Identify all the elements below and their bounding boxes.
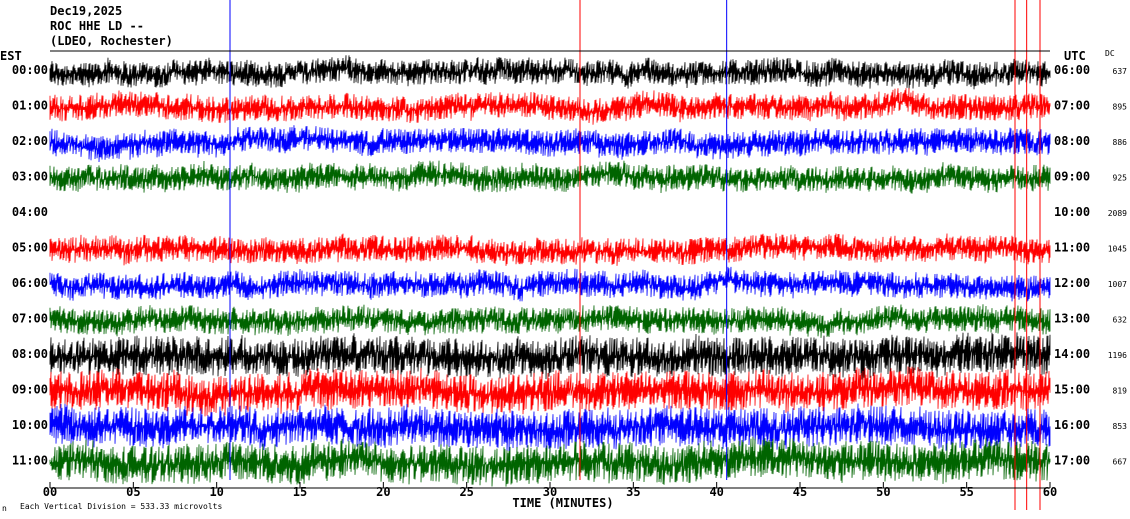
right-hour-label: 14:00 [1054,347,1090,361]
footer-marker: n [2,504,7,513]
dc-value-label: 667 [1113,458,1128,467]
x-tick-label: 05 [126,485,140,499]
right-hour-label: 16:00 [1054,418,1090,432]
x-tick-label: 00 [43,485,57,499]
x-axis-title: TIME (MINUTES) [512,496,613,510]
right-hour-label: 11:00 [1054,241,1090,255]
dc-header: DC [1105,49,1115,58]
dc-value-label: 819 [1113,387,1128,396]
right-hour-label: 06:00 [1054,63,1090,77]
trace-row-0200 [49,125,1051,163]
dc-value-label: 895 [1113,103,1128,112]
dc-value-label: 632 [1113,316,1128,325]
x-tick-label: 25 [459,485,473,499]
dc-value-label: 637 [1113,67,1128,76]
axis-labels: 00:00 06:00 637 01:00 07:00 895 02:00 08:00 886 0… [12,63,1127,499]
x-tick-label: 30 [543,485,557,499]
x-tick-label: 35 [626,485,640,499]
left-hour-label: 07:00 [12,312,48,326]
right-hour-label: 15:00 [1054,383,1090,397]
station-network: (LDEO, Rochester) [50,34,173,48]
left-hour-label: 06:00 [12,276,48,290]
trace-row-0900 [49,366,1051,417]
right-hour-label: 10:00 [1054,205,1090,219]
trace-row-0300 [49,160,1051,194]
x-tick-label: 45 [793,485,807,499]
x-tick-label: 50 [876,485,890,499]
x-tick-label: 15 [293,485,307,499]
left-hour-label: 11:00 [12,454,48,468]
footer-note: Each Vertical Division = 533.33 microvol… [20,502,222,511]
right-hour-label: 12:00 [1054,276,1090,290]
left-hour-label: 00:00 [12,63,48,77]
x-tick-label: 40 [709,485,723,499]
dc-value-label: 1007 [1108,280,1127,289]
trace-row-1100 [49,436,1051,487]
spike-marks [229,0,1041,510]
seismogram-traces [49,55,1051,487]
x-tick-label: 60 [1043,485,1057,499]
left-hour-label: 08:00 [12,347,48,361]
left-hour-label: 05:00 [12,241,48,255]
dc-value-label: 1045 [1108,245,1127,254]
trace-row-0800 [49,332,1051,380]
trace-row-0000 [49,55,1051,90]
right-hour-label: 17:00 [1054,454,1090,468]
right-timezone-label: UTC [1064,49,1086,63]
trace-row-0700 [49,304,1051,338]
station-date: Dec19,2025 [50,4,122,18]
trace-row-0500 [49,233,1051,266]
left-hour-label: 10:00 [12,418,48,432]
trace-row-0600 [49,266,1051,302]
left-hour-label: 03:00 [12,170,48,184]
station-channel: ROC HHE LD -- [50,19,144,33]
x-tick-label: 55 [959,485,973,499]
trace-row-1000 [49,403,1051,453]
left-timezone-label: EST [0,49,22,63]
dc-value-label: 2089 [1108,209,1127,218]
right-hour-label: 08:00 [1054,134,1090,148]
trace-row-0100 [49,88,1051,125]
dc-value-label: 925 [1113,174,1128,183]
left-hour-label: 09:00 [12,383,48,397]
dc-value-label: 1196 [1108,351,1127,360]
left-hour-label: 04:00 [12,205,48,219]
dc-value-label: 886 [1113,138,1128,147]
right-hour-label: 13:00 [1054,312,1090,326]
right-hour-label: 09:00 [1054,170,1090,184]
left-hour-label: 01:00 [12,99,48,113]
dc-value-label: 853 [1113,422,1128,431]
left-hour-label: 02:00 [12,134,48,148]
right-hour-label: 07:00 [1054,99,1090,113]
x-tick-label: 10 [209,485,223,499]
x-tick-label: 20 [376,485,390,499]
